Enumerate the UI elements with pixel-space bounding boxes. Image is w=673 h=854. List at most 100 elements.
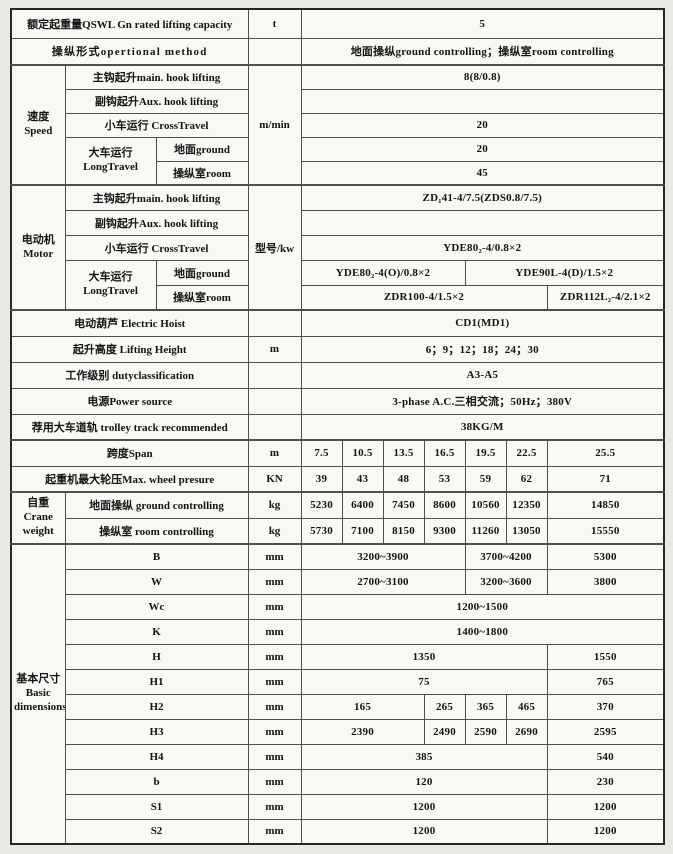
row-span: 跨度Span m 7.5 10.5 13.5 16.5 19.5 22.5 25… bbox=[10, 439, 665, 467]
track-recommended-label: 荐用大车道轨 trolley track recommended bbox=[10, 413, 249, 441]
row-motor-main-hook: 电动机 Motor 主钩起升main. hook lifting 型号/kw Z… bbox=[10, 184, 665, 311]
row-dim-W: W mm 2700~3100 3200~3600 3800 bbox=[11, 568, 665, 595]
weight-room-unit: kg bbox=[247, 517, 302, 545]
weight-ground-value: 12350 bbox=[505, 491, 548, 519]
dim-value: 3800 bbox=[546, 568, 665, 595]
span-value: 16.5 bbox=[423, 439, 466, 467]
dim-unit: mm bbox=[247, 743, 302, 770]
weight-room-value: 15550 bbox=[546, 517, 665, 545]
weight-ground-value: 6400 bbox=[341, 491, 384, 519]
dim-value: 1550 bbox=[546, 643, 665, 670]
span-unit: m bbox=[247, 439, 302, 467]
duty-classification-value: A3-A5 bbox=[300, 361, 665, 389]
wheel-pressure-value: 62 bbox=[505, 465, 548, 493]
motor-aux-hook-value bbox=[300, 209, 665, 236]
row-dim-Wc: Wc mm 1200~1500 bbox=[11, 593, 665, 620]
dim-label: b bbox=[64, 768, 249, 795]
dims-group-label: 基本尺寸 Basic dimensions bbox=[10, 543, 66, 845]
span-value: 10.5 bbox=[341, 439, 384, 467]
weight-room-value: 11260 bbox=[464, 517, 507, 545]
track-recommended-value: 38KG/M bbox=[300, 413, 665, 441]
dim-value: 120 bbox=[300, 768, 548, 795]
motor-room-value-1: ZDR100-4/1.5×2 bbox=[300, 284, 548, 311]
dim-value: 1200~1500 bbox=[300, 593, 665, 620]
row-dim-S2: S2 mm 1200 1200 bbox=[11, 818, 665, 845]
row-dim-H3: H3 mm 2390 2490 2590 2690 2595 bbox=[11, 718, 665, 745]
row-operational-method: 操纵形式opertional method 地面操纵ground control… bbox=[10, 37, 665, 66]
speed-ground-label: 地面ground bbox=[155, 136, 249, 162]
row-dim-H2: H2 mm 165 265 365 465 370 bbox=[11, 693, 665, 720]
row-speed-long-travel-room: 操纵室room 45 bbox=[11, 160, 665, 186]
dim-value: 3700~4200 bbox=[464, 543, 548, 570]
row-dim-b: b mm 120 230 bbox=[11, 768, 665, 795]
wheel-pressure-value: 71 bbox=[546, 465, 665, 493]
span-value: 19.5 bbox=[464, 439, 507, 467]
weight-group-en1: Crane bbox=[23, 511, 53, 524]
track-recommended-unit bbox=[247, 413, 302, 441]
dim-unit: mm bbox=[247, 693, 302, 720]
row-rated-capacity: 额定起重量QSWL Gn rated lifting capacity t 5 bbox=[10, 8, 665, 39]
wheel-pressure-value: 43 bbox=[341, 465, 384, 493]
speed-aux-hook-label: 副钩起升Aux. hook lifting bbox=[64, 88, 249, 114]
dim-label: K bbox=[64, 618, 249, 645]
row-lifting-height: 起升高度 Lifting Height m 6；9；12；18；24；30 bbox=[10, 335, 665, 363]
dim-value: 1350 bbox=[300, 643, 548, 670]
lifting-height-label: 起升高度 Lifting Height bbox=[10, 335, 249, 363]
dims-group-en2: dimensions bbox=[14, 700, 65, 713]
span-value: 22.5 bbox=[505, 439, 548, 467]
electric-hoist-value: CD1(MD1) bbox=[300, 309, 665, 337]
row-speed-cross-travel: 小车运行 CrossTravel 20 bbox=[11, 112, 665, 138]
dim-value: 765 bbox=[546, 668, 665, 695]
dim-label: H bbox=[64, 643, 249, 670]
dim-unit: mm bbox=[247, 643, 302, 670]
weight-ground-value: 10560 bbox=[464, 491, 507, 519]
weight-ground-value: 14850 bbox=[546, 491, 665, 519]
wheel-pressure-value: 39 bbox=[300, 465, 343, 493]
weight-ground-value: 7450 bbox=[382, 491, 425, 519]
motor-ground-value-2: YDE90L-4(D)/1.5×2 bbox=[464, 259, 665, 286]
row-track-recommended: 荐用大车道轨 trolley track recommended 38KG/M bbox=[10, 413, 665, 441]
dim-value: 265 bbox=[423, 693, 466, 720]
dim-label: B bbox=[64, 543, 249, 570]
weight-group-label: 自重 Crane weight bbox=[10, 491, 66, 545]
lifting-height-unit: m bbox=[247, 335, 302, 363]
dims-group-en1: Basic bbox=[25, 687, 51, 700]
dim-value: 3200~3600 bbox=[464, 568, 548, 595]
dim-label: H2 bbox=[64, 693, 249, 720]
dim-label: S2 bbox=[64, 818, 249, 845]
dims-group-zh: 基本尺寸 bbox=[16, 673, 61, 686]
dim-unit: mm bbox=[247, 543, 302, 570]
span-value: 13.5 bbox=[382, 439, 425, 467]
motor-cross-travel-label: 小车运行 CrossTravel bbox=[64, 234, 249, 261]
speed-room-label: 操纵室room bbox=[155, 160, 249, 186]
row-motor-long-travel-ground: 大车运行 LongTravel 地面ground YDE80₂-4(O)/0.8… bbox=[11, 259, 665, 311]
weight-room-label: 操纵室 room controlling bbox=[64, 517, 249, 545]
weight-room-value: 9300 bbox=[423, 517, 466, 545]
power-source-label: 电源Power source bbox=[10, 387, 249, 415]
weight-group-en2: weight bbox=[22, 524, 54, 537]
wheel-pressure-label: 起重机最大轮压Max. wheel presure bbox=[10, 465, 249, 493]
motor-long-travel-label: 大车运行 LongTravel bbox=[64, 259, 157, 311]
motor-room-label: 操纵室room bbox=[155, 284, 249, 311]
motor-long-travel-zh: 大车运行 bbox=[88, 271, 133, 283]
operational-method-value: 地面操纵ground controlling；操纵室room controlli… bbox=[300, 37, 665, 66]
dim-value: 1200 bbox=[546, 793, 665, 820]
dim-value: 3200~3900 bbox=[300, 543, 466, 570]
span-value: 25.5 bbox=[546, 439, 665, 467]
row-dim-H4: H4 mm 385 540 bbox=[11, 743, 665, 770]
row-speed-main-hook: 速度 Speed 主钩起升main. hook lifting m/min 8(… bbox=[10, 64, 665, 186]
dim-value: 75 bbox=[300, 668, 548, 695]
motor-main-hook-value: ZD₁41-4/7.5(ZDS0.8/7.5) bbox=[300, 184, 665, 211]
row-weight-room: 操纵室 room controlling kg 5730 7100 8150 9… bbox=[11, 517, 665, 545]
dim-value: 1200 bbox=[300, 818, 548, 845]
dim-value: 230 bbox=[546, 768, 665, 795]
speed-group-label: 速度 Speed bbox=[10, 64, 66, 186]
row-dim-H1: H1 mm 75 765 bbox=[11, 668, 665, 695]
dim-value: 2590 bbox=[464, 718, 507, 745]
dim-unit: mm bbox=[247, 593, 302, 620]
span-value: 7.5 bbox=[300, 439, 343, 467]
speed-main-hook-label: 主钩起升main. hook lifting bbox=[64, 64, 249, 90]
motor-room-value-2: ZDR112L₂-4/2.1×2 bbox=[546, 284, 665, 311]
crane-spec-table: 额定起重量QSWL Gn rated lifting capacity t 5 … bbox=[10, 8, 666, 845]
